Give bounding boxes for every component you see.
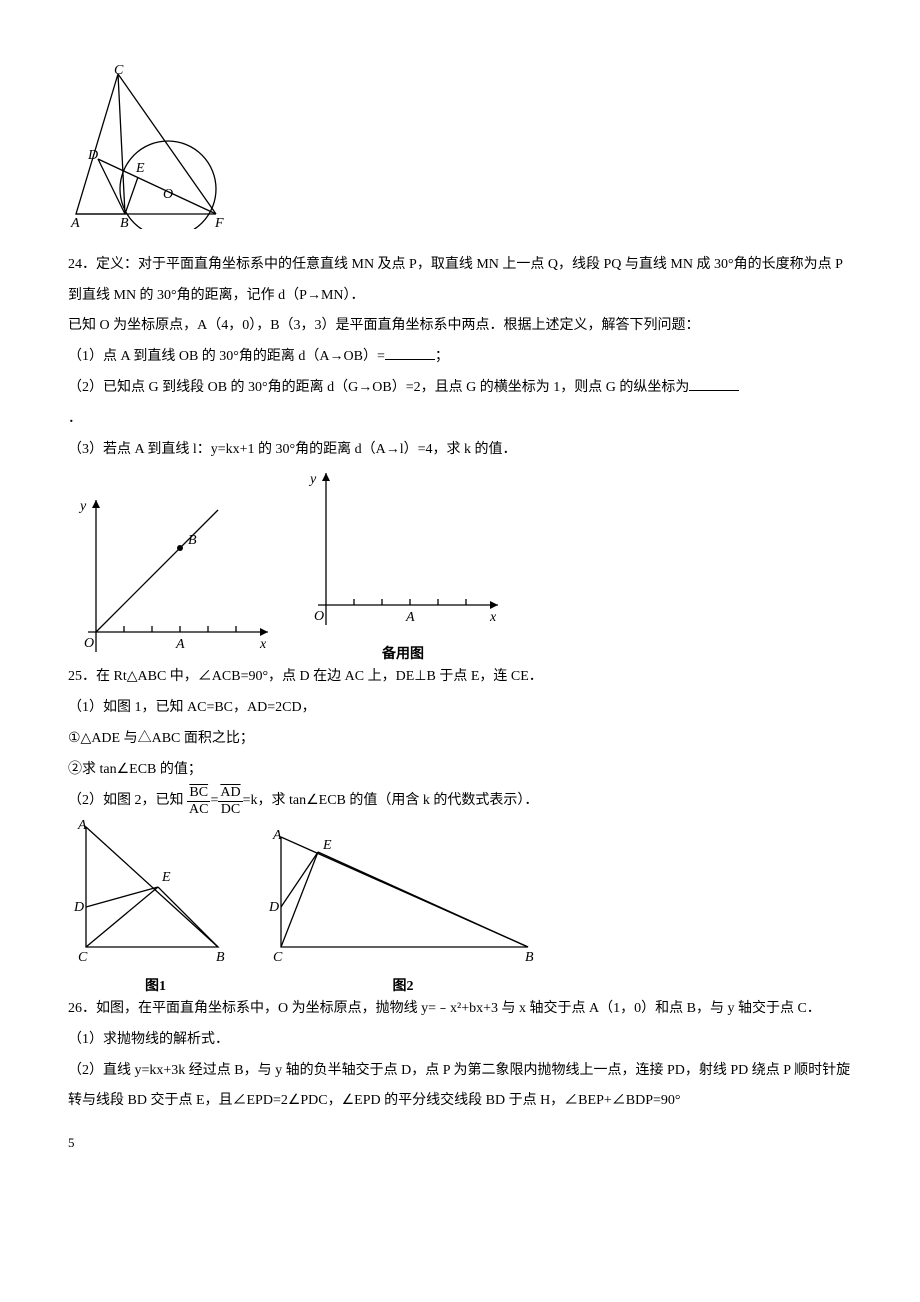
q25-p2a: （2）如图 2，已知	[68, 793, 184, 808]
q25-head: 25．在 Rt△ABC 中，∠ACB=90°，点 D 在边 AC 上，DE⊥B …	[68, 662, 852, 693]
blank-2	[689, 376, 739, 391]
q25-p1a: ①△ADE 与△ABC 面积之比；	[68, 724, 852, 755]
point-b	[177, 545, 183, 551]
q25-fig1: A D E C B	[68, 817, 243, 967]
svg-text:B: B	[216, 950, 225, 965]
q25-p2b: =k，求 tan∠ECB 的值（用含 k 的代数式表示）．	[243, 793, 539, 808]
line-be	[125, 177, 138, 214]
q24-diagrams: B O A x y O A x y 备用图	[68, 465, 852, 662]
x-arrow	[260, 628, 268, 636]
label-o: O	[84, 636, 94, 651]
label-e: E	[135, 161, 145, 176]
q25-fig2-cap: 图2	[263, 980, 543, 994]
label-f: F	[214, 216, 224, 229]
svg-text:D: D	[268, 900, 279, 915]
label-b: B	[188, 533, 197, 548]
q24-graph-2-wrap: O A x y 备用图	[298, 465, 508, 662]
q26-p2: （2）直线 y=kx+3k 经过点 B，与 y 轴的负半轴交于点 D，点 P 为…	[68, 1056, 852, 1118]
q24-p1b: ；	[435, 349, 449, 364]
q25-p2: （2）如图 2，已知 BC AC = AD DC =k，求 tan∠ECB 的值…	[68, 785, 852, 817]
q25-fig1-cap: 图1	[68, 980, 243, 994]
page-number: 5	[68, 1129, 852, 1158]
label-d: D	[87, 148, 98, 163]
q24-p1: （1）点 A 到直线 OB 的 30°角的距离 d（A→OB）= ；	[68, 342, 852, 373]
svg-text:y: y	[308, 472, 317, 487]
label-c: C	[114, 64, 124, 78]
circle-o	[120, 141, 216, 229]
triangle-abc	[76, 74, 125, 214]
figure-23: C D E O A B F	[68, 64, 852, 242]
q24-graph-2: O A x y	[298, 465, 508, 635]
q25-p1: （1）如图 1，已知 AC=BC，AD=2CD，	[68, 693, 852, 724]
svg-text:O: O	[314, 609, 324, 624]
svg-text:B: B	[525, 950, 534, 965]
frac-bc-ac: BC AC	[187, 785, 210, 817]
q24-graph-1: B O A x y	[68, 492, 278, 662]
svg-text:E: E	[322, 838, 332, 853]
svg-text:D: D	[73, 900, 84, 915]
label-y: y	[78, 499, 87, 514]
q24-line2: 已知 O 为坐标原点，A（4，0），B（3，3）是平面直角坐标系中两点．根据上述…	[68, 311, 852, 342]
label-x: x	[259, 637, 267, 652]
q25-p1b: ②求 tan∠ECB 的值；	[68, 755, 852, 786]
svg-text:A: A	[77, 818, 87, 833]
line-ob	[96, 510, 218, 632]
label-b: B	[120, 216, 129, 229]
q24-p1a: （1）点 A 到直线 OB 的 30°角的距离 d（A→OB）=	[68, 349, 385, 364]
svg-text:x: x	[489, 610, 497, 625]
q24-caption: 备用图	[298, 648, 508, 662]
q25-fig1-wrap: A D E C B 图1	[68, 817, 243, 994]
y-arrow	[92, 500, 100, 508]
label-a: A	[175, 637, 185, 652]
svg-text:C: C	[273, 950, 283, 965]
q24-p2end: ．	[68, 404, 852, 435]
svg-text:A: A	[405, 610, 415, 625]
svg-text:C: C	[78, 950, 88, 965]
svg-text:E: E	[161, 870, 171, 885]
q24-p2: （2）已知点 G 到线段 OB 的 30°角的距离 d（G→OB）=2，且点 G…	[68, 373, 852, 404]
frac-ad-dc: AD DC	[218, 785, 242, 817]
svg-text:A: A	[272, 828, 282, 843]
q25-diagrams: A D E C B 图1 A E D C B 图2	[68, 817, 852, 994]
q26-head: 26．如图，在平面直角坐标系中，O 为坐标原点，抛物线 y=﹣x²+bx+3 与…	[68, 994, 852, 1025]
label-o: O	[163, 187, 173, 202]
line-db	[98, 159, 125, 214]
q25-fig2-wrap: A E D C B 图2	[263, 827, 543, 994]
label-a: A	[70, 216, 80, 229]
q26-p1: （1）求抛物线的解析式．	[68, 1025, 852, 1056]
q24-head: 24．定义：对于平面直角坐标系中的任意直线 MN 及点 P，取直线 MN 上一点…	[68, 250, 852, 312]
q24-p2a: （2）已知点 G 到线段 OB 的 30°角的距离 d（G→OB）=2，且点 G…	[68, 380, 689, 395]
q24-p3: （3）若点 A 到直线 l：y=kx+1 的 30°角的距离 d（A→l）=4，…	[68, 435, 852, 466]
blank-1	[385, 345, 435, 360]
line-df	[98, 159, 216, 214]
q25-fig2: A E D C B	[263, 827, 543, 967]
